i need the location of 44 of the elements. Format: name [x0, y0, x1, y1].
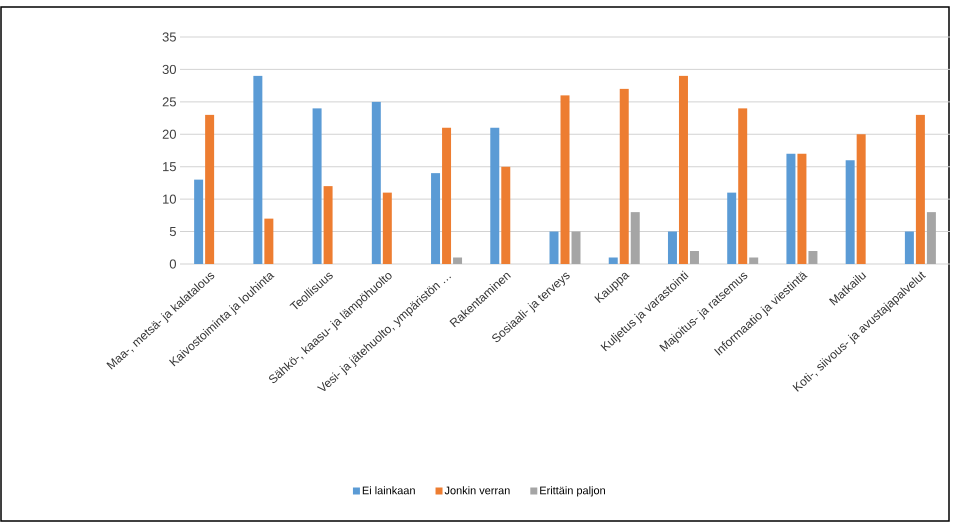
y-tick-label: 5 [170, 227, 176, 236]
legend-label: Ei lainkaan [362, 486, 415, 494]
bar [738, 108, 748, 264]
bar [442, 128, 452, 264]
bar [205, 114, 214, 264]
bar [372, 102, 381, 264]
y-tick-label: 15 [163, 162, 176, 172]
bar [797, 154, 806, 264]
bar [453, 258, 462, 264]
bar [727, 192, 736, 264]
bar [264, 218, 274, 264]
bar [490, 128, 500, 264]
bar [431, 173, 440, 264]
bar [904, 232, 914, 264]
bar [312, 108, 322, 264]
y-tick-label: 30 [162, 64, 176, 74]
bar [749, 258, 758, 264]
y-tick-label: 0 [170, 259, 176, 269]
y-tick-label: 35 [162, 32, 176, 42]
bar [808, 251, 818, 264]
bar [620, 88, 629, 264]
bar [926, 212, 936, 264]
bar [668, 232, 677, 264]
bar [560, 95, 570, 264]
legend-label: Erittäin paljon [540, 486, 605, 496]
bar [786, 154, 796, 264]
bar [501, 166, 510, 264]
bar [916, 114, 925, 264]
bar [630, 212, 640, 264]
bar [608, 258, 618, 264]
y-tick-label: 10 [163, 194, 176, 204]
bar [194, 180, 204, 264]
bar [550, 232, 559, 264]
bar [572, 232, 581, 264]
bar [856, 134, 866, 264]
bar [324, 186, 333, 264]
legend-label: Jonkin verran [444, 486, 510, 494]
bar [846, 160, 855, 264]
y-tick-label: 25 [162, 97, 176, 106]
y-tick-label: 20 [162, 130, 176, 139]
bar [253, 76, 262, 264]
bar [678, 76, 688, 264]
bar [382, 192, 392, 264]
bar [690, 251, 699, 264]
